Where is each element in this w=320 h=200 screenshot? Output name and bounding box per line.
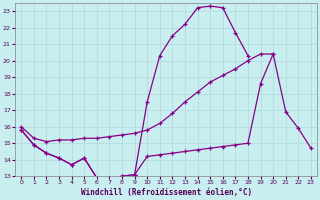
X-axis label: Windchill (Refroidissement éolien,°C): Windchill (Refroidissement éolien,°C) (81, 188, 252, 197)
